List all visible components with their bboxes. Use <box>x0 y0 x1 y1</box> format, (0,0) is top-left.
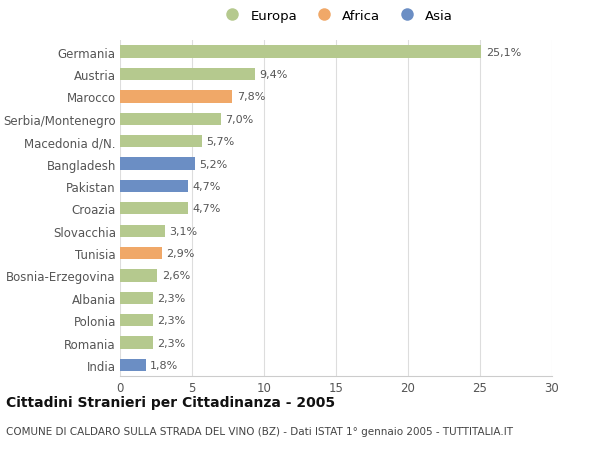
Bar <box>120 180 188 193</box>
Bar <box>120 314 153 327</box>
Text: 2,6%: 2,6% <box>162 271 190 281</box>
Text: 2,9%: 2,9% <box>166 248 194 258</box>
Bar <box>120 359 146 371</box>
Bar <box>120 203 188 215</box>
Text: Cittadini Stranieri per Cittadinanza - 2005: Cittadini Stranieri per Cittadinanza - 2… <box>6 395 335 409</box>
Bar <box>120 46 481 59</box>
Text: 2,3%: 2,3% <box>157 338 185 348</box>
Text: 2,3%: 2,3% <box>157 315 185 325</box>
Bar <box>120 69 256 81</box>
Bar <box>120 113 221 126</box>
Text: 9,4%: 9,4% <box>260 70 288 80</box>
Text: 5,7%: 5,7% <box>206 137 235 147</box>
Text: 25,1%: 25,1% <box>486 47 521 57</box>
Text: 4,7%: 4,7% <box>192 181 220 191</box>
Bar <box>120 247 162 260</box>
Text: 1,8%: 1,8% <box>150 360 178 370</box>
Text: 4,7%: 4,7% <box>192 204 220 214</box>
Text: COMUNE DI CALDARO SULLA STRADA DEL VINO (BZ) - Dati ISTAT 1° gennaio 2005 - TUTT: COMUNE DI CALDARO SULLA STRADA DEL VINO … <box>6 426 513 436</box>
Text: 3,1%: 3,1% <box>169 226 197 236</box>
Text: 7,0%: 7,0% <box>225 114 253 124</box>
Legend: Europa, Africa, Asia: Europa, Africa, Asia <box>214 4 458 28</box>
Bar <box>120 91 232 103</box>
Text: 2,3%: 2,3% <box>157 293 185 303</box>
Bar <box>120 136 202 148</box>
Bar <box>120 337 153 349</box>
Bar <box>120 292 153 304</box>
Text: 5,2%: 5,2% <box>199 159 227 169</box>
Text: 7,8%: 7,8% <box>236 92 265 102</box>
Bar <box>120 270 157 282</box>
Bar <box>120 158 195 170</box>
Bar <box>120 225 164 237</box>
